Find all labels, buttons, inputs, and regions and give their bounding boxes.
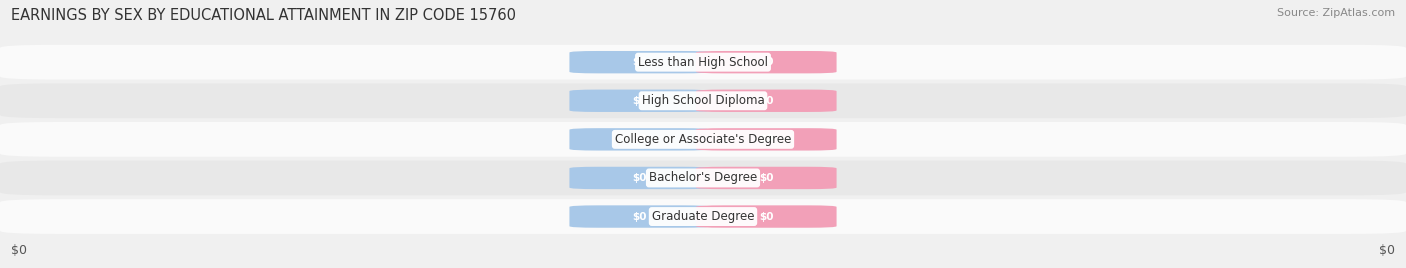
Text: Bachelor's Degree: Bachelor's Degree xyxy=(650,172,756,184)
FancyBboxPatch shape xyxy=(696,51,837,73)
Text: $0: $0 xyxy=(633,173,647,183)
Text: $0: $0 xyxy=(633,96,647,106)
Text: EARNINGS BY SEX BY EDUCATIONAL ATTAINMENT IN ZIP CODE 15760: EARNINGS BY SEX BY EDUCATIONAL ATTAINMEN… xyxy=(11,8,516,23)
FancyBboxPatch shape xyxy=(569,205,710,228)
Text: $0: $0 xyxy=(633,57,647,67)
Text: College or Associate's Degree: College or Associate's Degree xyxy=(614,133,792,146)
FancyBboxPatch shape xyxy=(0,161,1406,195)
Text: $0: $0 xyxy=(759,96,773,106)
FancyBboxPatch shape xyxy=(569,51,710,73)
Text: $0: $0 xyxy=(633,134,647,144)
FancyBboxPatch shape xyxy=(569,128,710,151)
FancyBboxPatch shape xyxy=(569,167,710,189)
FancyBboxPatch shape xyxy=(696,205,837,228)
Text: $0: $0 xyxy=(1379,244,1395,257)
Text: Source: ZipAtlas.com: Source: ZipAtlas.com xyxy=(1277,8,1395,18)
Text: $0: $0 xyxy=(633,211,647,222)
FancyBboxPatch shape xyxy=(0,45,1406,80)
FancyBboxPatch shape xyxy=(696,90,837,112)
Text: High School Diploma: High School Diploma xyxy=(641,94,765,107)
FancyBboxPatch shape xyxy=(0,83,1406,118)
FancyBboxPatch shape xyxy=(569,90,710,112)
Text: $0: $0 xyxy=(759,173,773,183)
FancyBboxPatch shape xyxy=(0,122,1406,157)
Text: $0: $0 xyxy=(759,211,773,222)
FancyBboxPatch shape xyxy=(696,167,837,189)
FancyBboxPatch shape xyxy=(696,128,837,151)
Text: $0: $0 xyxy=(11,244,27,257)
Text: $0: $0 xyxy=(759,134,773,144)
FancyBboxPatch shape xyxy=(0,199,1406,234)
Text: Graduate Degree: Graduate Degree xyxy=(652,210,754,223)
Text: Less than High School: Less than High School xyxy=(638,56,768,69)
Text: $0: $0 xyxy=(759,57,773,67)
